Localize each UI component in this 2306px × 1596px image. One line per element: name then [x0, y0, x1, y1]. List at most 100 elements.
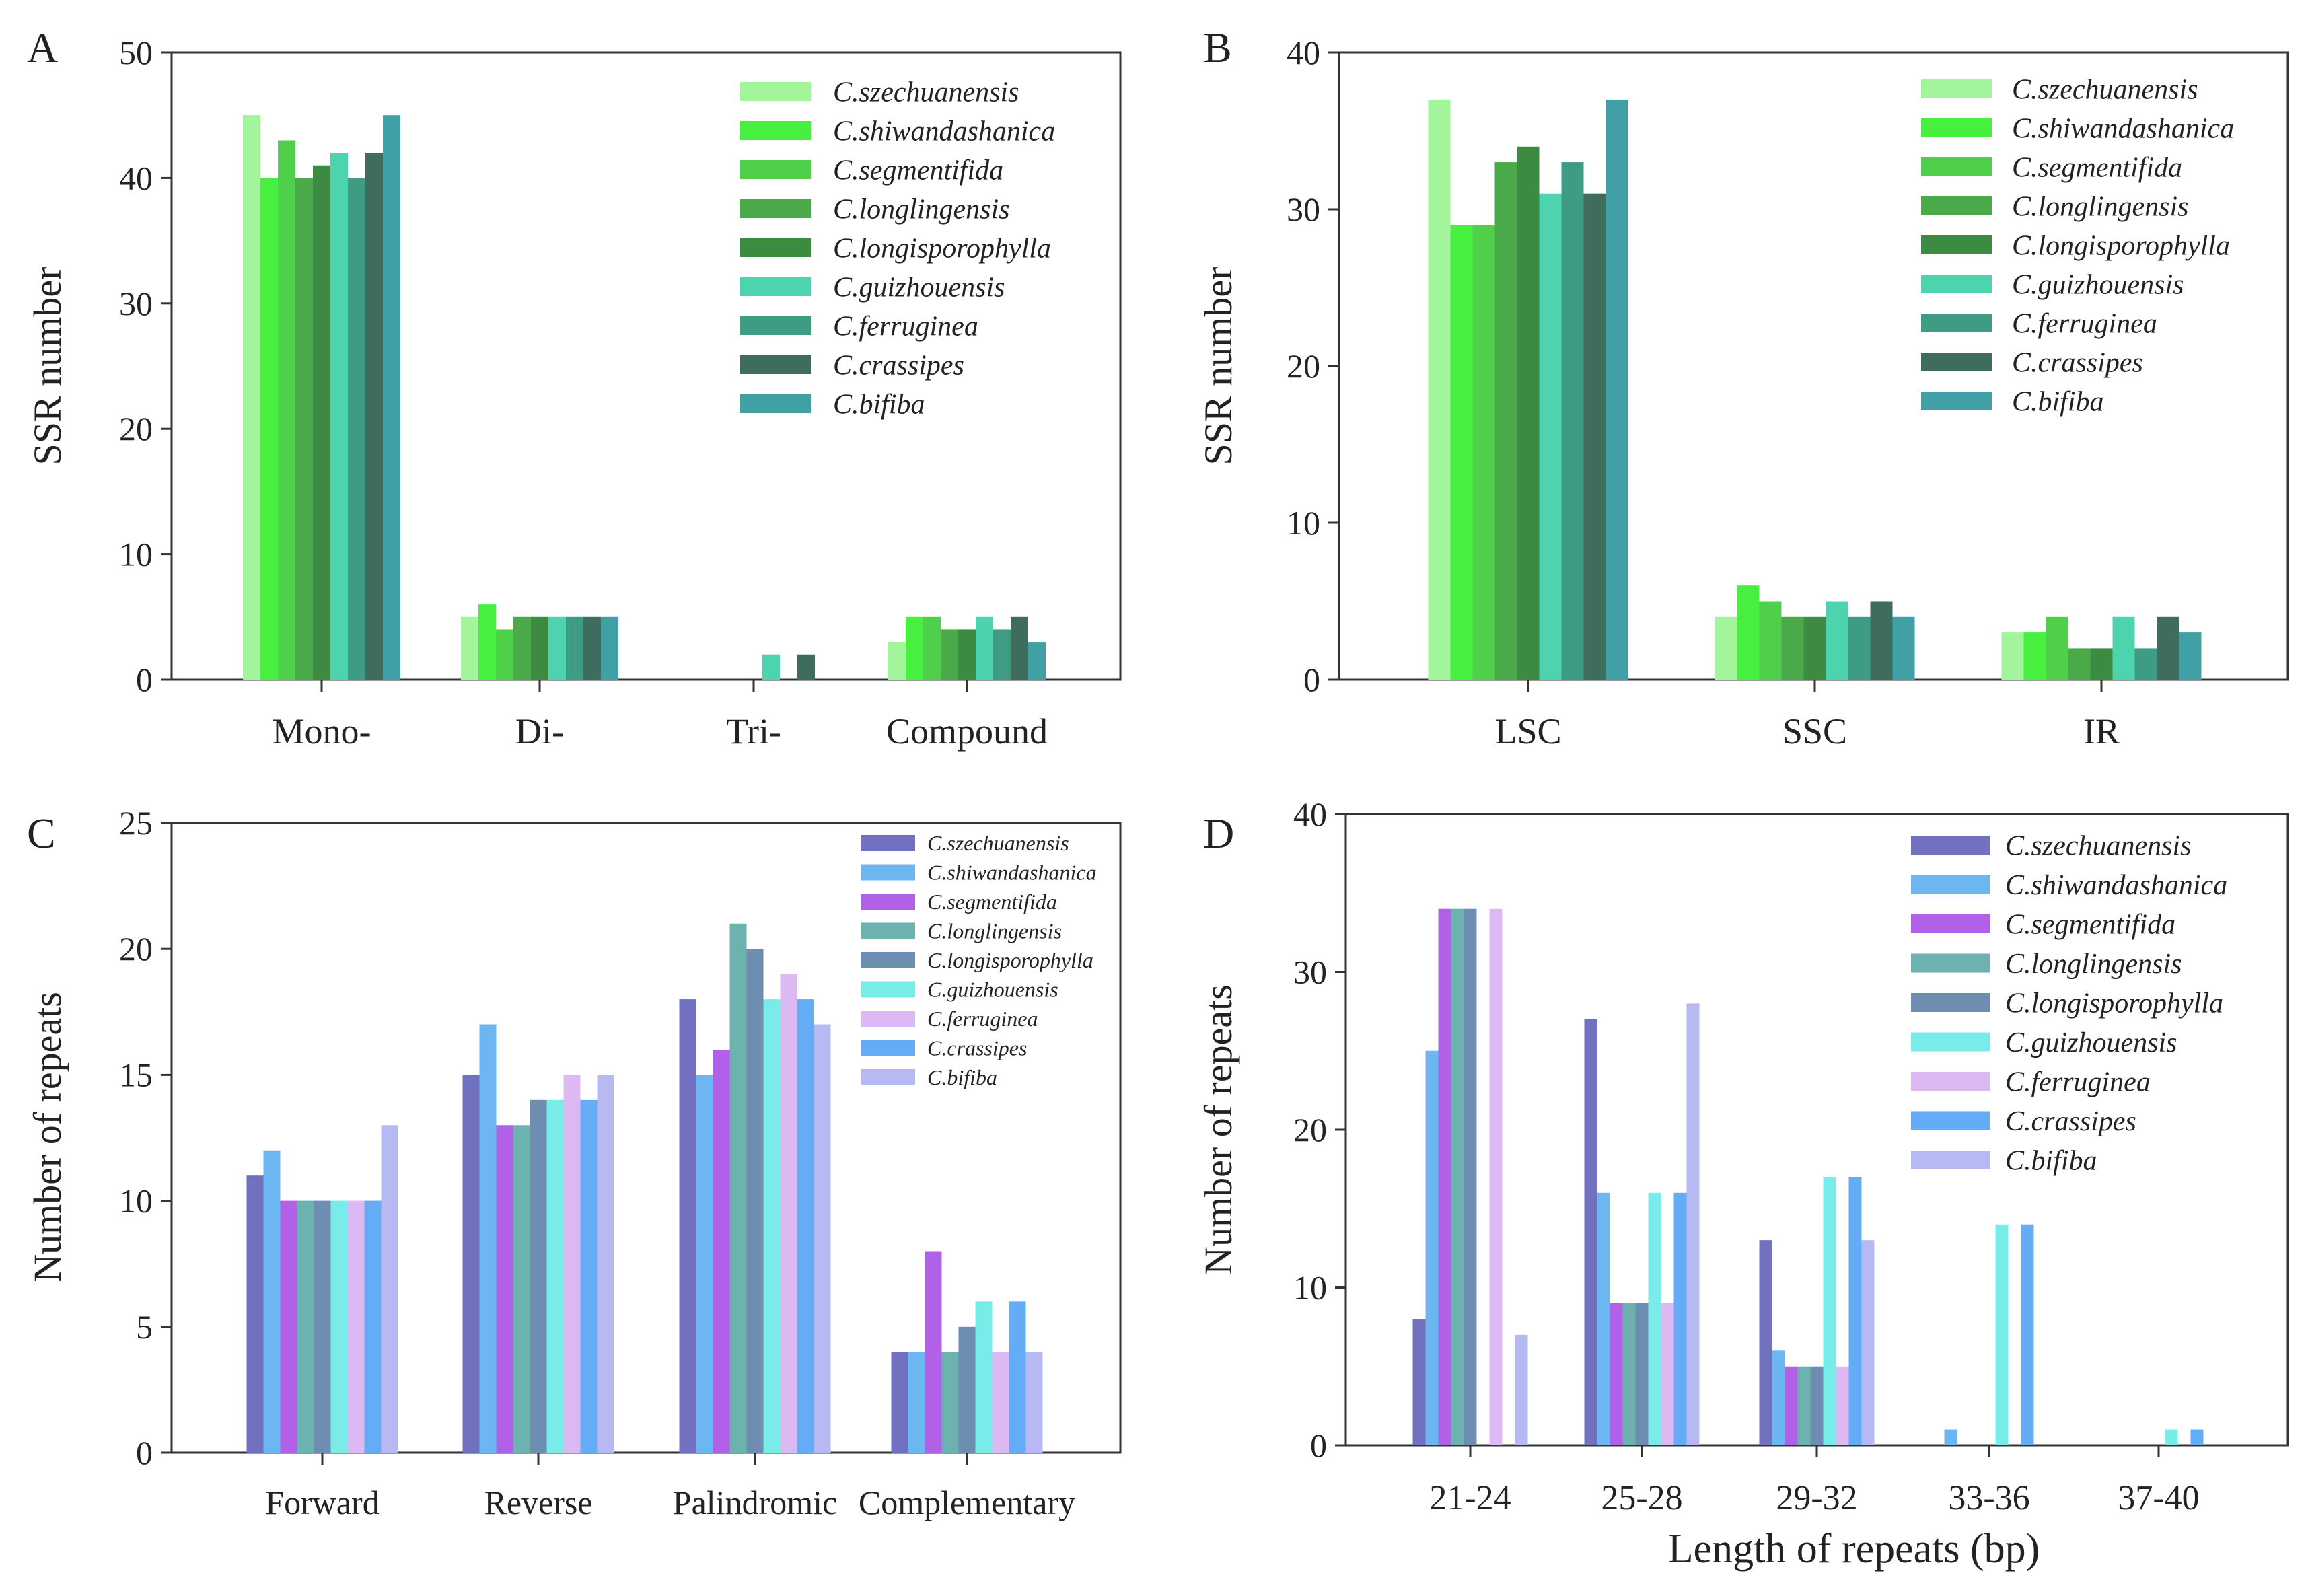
bar — [2090, 648, 2113, 680]
bar — [1539, 193, 1562, 680]
bar — [280, 1200, 297, 1453]
y-axis-title: SSR number — [1196, 267, 1240, 466]
bar — [1826, 601, 1848, 680]
bar — [797, 654, 815, 680]
y-tick-label: 10 — [1287, 504, 1320, 542]
legend-label: C.segmentifida — [2005, 910, 2175, 941]
bar — [1686, 1003, 1700, 1445]
legend-label: C.szechuanensis — [2005, 831, 2192, 862]
legend-swatch — [861, 952, 915, 968]
y-tick-label: 10 — [119, 1182, 153, 1220]
y-tick-label: 30 — [1287, 190, 1320, 228]
legend-swatch — [861, 894, 915, 910]
legend-swatch — [740, 394, 811, 413]
legend-swatch — [861, 1011, 915, 1027]
bar — [975, 1301, 993, 1453]
legend-swatch — [1911, 836, 1990, 855]
bar — [2112, 616, 2135, 680]
y-tick-label: 0 — [1303, 661, 1320, 698]
x-tick-label: 29-32 — [1776, 1479, 1857, 1517]
x-tick-label: Mono- — [273, 711, 371, 752]
bar — [1009, 1301, 1026, 1453]
legend: C.szechuanensis C.shiwandashanica C.segmen… — [740, 77, 1055, 421]
bar — [1785, 1366, 1798, 1445]
legend-label: C.crassipes — [833, 351, 964, 382]
y-tick-label: 20 — [119, 930, 153, 968]
x-tick-label: IR — [2083, 711, 2120, 752]
legend-swatch — [740, 82, 811, 101]
bar — [762, 654, 780, 680]
bar — [530, 1099, 547, 1453]
bar — [958, 1326, 976, 1453]
legend-label: C.longisporophylla — [833, 233, 1051, 264]
bar — [478, 604, 496, 680]
legend-label: C.ferruginea — [2005, 1067, 2151, 1098]
bar — [1944, 1429, 1957, 1445]
bar — [531, 616, 548, 680]
legend-swatch — [1911, 1032, 1990, 1052]
legend-label: C.guizhouensis — [927, 978, 1058, 1002]
legend: C.szechuanensis C.shiwandashanica C.segmen… — [1911, 831, 2227, 1177]
legend: C.szechuanensis C.shiwandashanica C.segmen… — [861, 831, 1097, 1089]
legend-label: C.longlingensis — [927, 919, 1062, 943]
bar — [260, 178, 278, 680]
bar — [297, 1200, 314, 1453]
bar — [941, 1352, 959, 1453]
bar — [1028, 642, 1046, 680]
bar — [1011, 616, 1028, 680]
y-tick-label: 10 — [1293, 1269, 1327, 1307]
legend-label: C.longlingensis — [2005, 949, 2182, 980]
x-tick-label: SSC — [1782, 711, 1847, 752]
bar — [906, 616, 923, 680]
legend-label: C.longlingensis — [2012, 192, 2189, 223]
bar — [243, 115, 260, 680]
legend-label: C.guizhouensis — [2005, 1027, 2177, 1058]
legend-label: C.longlingensis — [833, 194, 1010, 225]
bar — [1635, 1303, 1649, 1445]
legend-swatch — [1911, 1072, 1990, 1091]
chart-panel-d: D 0 10 20 30 40 Number of repeats Length of rep… — [1196, 795, 2289, 1572]
legend-swatch — [740, 316, 811, 335]
bar — [1648, 1192, 1661, 1445]
legend-swatch — [1911, 993, 1990, 1012]
bar — [1759, 601, 1782, 680]
bar — [513, 616, 531, 680]
legend-label: C.segmentifida — [927, 890, 1057, 914]
bar — [1759, 1240, 1772, 1445]
legend-label: C.ferruginea — [833, 312, 978, 342]
bar — [1517, 146, 1540, 680]
bar — [958, 629, 976, 680]
y-tick-label: 0 — [136, 1434, 153, 1472]
bar — [696, 1075, 713, 1453]
chart-panel-b: B 0 10 20 30 40 SSR number LSC SSC IR C.szechuanen… — [1196, 24, 2289, 752]
legend-label: C.crassipes — [927, 1036, 1027, 1060]
legend-label: C.shiwandashanica — [833, 116, 1055, 147]
bar — [461, 616, 478, 680]
bar — [1561, 162, 1584, 680]
bar — [713, 1049, 730, 1453]
bar — [1803, 616, 1826, 680]
bar — [1661, 1303, 1674, 1445]
bar — [1622, 1303, 1636, 1445]
chart-panel-c: C 0 5 10 15 20 25 Number of repeats Forward Rever… — [26, 804, 1122, 1521]
x-tick-label: Tri- — [726, 711, 781, 752]
bar — [2001, 632, 2024, 680]
y-tick-label: 30 — [1293, 953, 1327, 991]
bar — [1428, 99, 1451, 680]
y-tick-label: 5 — [136, 1308, 153, 1346]
bar — [729, 923, 747, 1453]
legend-swatch — [1911, 914, 1990, 933]
bar — [263, 1150, 281, 1453]
bar — [1810, 1366, 1824, 1445]
bar — [330, 153, 348, 680]
y-tick-label: 30 — [119, 285, 153, 322]
plot-frame — [170, 51, 1122, 681]
legend-swatch — [1911, 1111, 1990, 1130]
legend-swatch — [740, 121, 811, 140]
bar — [1610, 1303, 1623, 1445]
x-tick-label: 37-40 — [2118, 1479, 2199, 1517]
bar — [365, 153, 383, 680]
bar — [1848, 616, 1871, 680]
legend-swatch — [1921, 157, 1992, 176]
bar — [2068, 648, 2091, 680]
